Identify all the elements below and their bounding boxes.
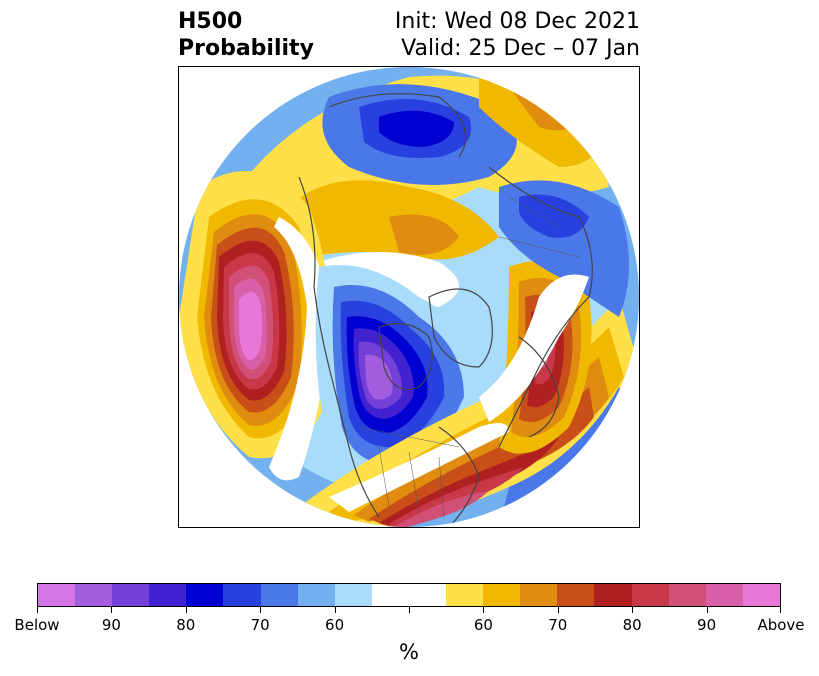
trough-purple (365, 354, 393, 400)
colorbar-cell (705, 584, 743, 606)
colorbar-tick-label: 60 (473, 616, 493, 634)
colorbar-tick (483, 607, 485, 613)
colorbar-cell (297, 584, 335, 606)
colorbar-cell (631, 584, 669, 606)
border-russia-b (498, 236, 580, 258)
border-russia-a (508, 196, 560, 228)
dark-orange-patch-north (389, 214, 459, 255)
colorbar-tick (706, 607, 708, 613)
se-ridge-rose (394, 491, 489, 527)
colorbar-tick (409, 607, 410, 613)
colorbar-cell (223, 584, 261, 606)
coast-greenland (428, 288, 493, 368)
colorbar-tick-label: 90 (697, 616, 717, 634)
colorbar-tick-label: Below (14, 616, 60, 634)
colorbar-tick (780, 607, 781, 613)
colorbar-cell (520, 584, 558, 606)
colorbar-tick (111, 607, 113, 613)
colorbar-cell (334, 584, 372, 606)
border-states-a (378, 446, 390, 508)
colorbar-cell (260, 584, 298, 606)
colorbar-tick (37, 607, 38, 613)
colorbar-cell (112, 584, 150, 606)
colorbar-cell (371, 584, 409, 606)
colorbar-cell (557, 584, 595, 606)
coastlines (298, 93, 593, 527)
colorbar-tick-label: 60 (325, 616, 345, 634)
map-panel[interactable] (178, 66, 640, 528)
colorbar-cell (594, 584, 632, 606)
title-variable: H500 (178, 9, 243, 34)
colorbar-cell (742, 584, 780, 606)
se-ridge-red (379, 437, 559, 527)
borders (358, 196, 580, 518)
probability-map (179, 67, 639, 527)
colorbar-cell (38, 584, 76, 606)
colorbar-cell (75, 584, 113, 606)
colorbar (37, 583, 781, 607)
colorbar-tick-label: 70 (548, 616, 568, 634)
colorbar-tick-label: 80 (176, 616, 196, 634)
ridge-west-max (239, 292, 263, 361)
colorbar-cell (149, 584, 187, 606)
white-arc-south (329, 423, 509, 512)
border-us-canada (358, 426, 460, 448)
colorbar-tick-label: 90 (101, 616, 121, 634)
border-states-c (438, 456, 445, 518)
title-field: Probability (178, 36, 314, 61)
colorbar-cell (408, 584, 447, 606)
colorbar-cell (446, 584, 484, 606)
init-date: Init: Wed 08 Dec 2021 (394, 9, 640, 34)
colorbar-tick-label: 70 (250, 616, 270, 634)
coast-europe (518, 336, 560, 438)
blue-low-arctic-inner (379, 110, 454, 147)
coast-north-america-west (298, 176, 380, 518)
colorbar-tick (334, 607, 336, 613)
colorbar-cell (483, 584, 521, 606)
colorbar-cell (186, 584, 224, 606)
border-states-b (408, 451, 420, 513)
colorbar-tick-label: Above (757, 616, 805, 634)
colorbar-tick-label: 80 (622, 616, 642, 634)
valid-range: Valid: 25 Dec – 07 Jan (401, 36, 640, 61)
white-arc-east (479, 274, 589, 422)
colorbar-tick (260, 607, 262, 613)
colorbar-tick (185, 607, 187, 613)
coast-hudson-bay (378, 323, 433, 391)
se-ridge-rust (369, 387, 594, 525)
siberia-mid (519, 194, 589, 238)
colorbar-tick (557, 607, 559, 613)
coast-east-us (438, 426, 480, 527)
colorbar-unit: % (399, 640, 419, 664)
colorbar-cell (668, 584, 706, 606)
colorbar-tick (632, 607, 634, 613)
coast-eurasia (488, 166, 593, 448)
coast-arctic-islands (328, 93, 467, 158)
